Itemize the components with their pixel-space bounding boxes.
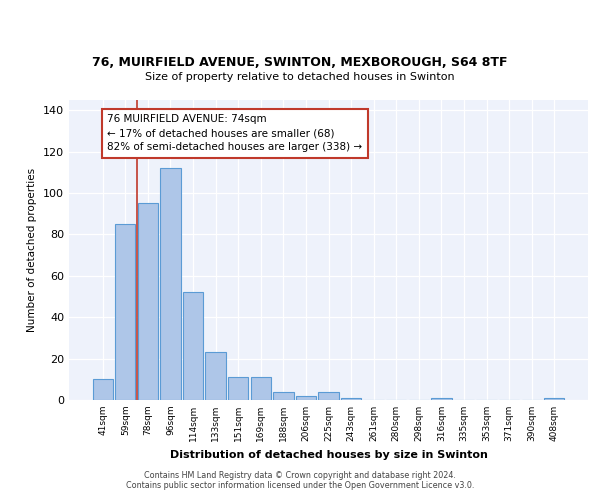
Bar bbox=[341, 398, 361, 400]
Bar bbox=[115, 224, 136, 400]
Bar bbox=[183, 292, 203, 400]
Y-axis label: Number of detached properties: Number of detached properties bbox=[28, 168, 37, 332]
X-axis label: Distribution of detached houses by size in Swinton: Distribution of detached houses by size … bbox=[170, 450, 487, 460]
Bar bbox=[205, 352, 226, 400]
Bar bbox=[319, 392, 338, 400]
Bar bbox=[431, 398, 452, 400]
Text: Size of property relative to detached houses in Swinton: Size of property relative to detached ho… bbox=[145, 72, 455, 83]
Text: Contains HM Land Registry data © Crown copyright and database right 2024.
Contai: Contains HM Land Registry data © Crown c… bbox=[126, 470, 474, 490]
Text: 76, MUIRFIELD AVENUE, SWINTON, MEXBOROUGH, S64 8TF: 76, MUIRFIELD AVENUE, SWINTON, MEXBOROUG… bbox=[92, 56, 508, 69]
Bar bbox=[296, 396, 316, 400]
Bar bbox=[544, 398, 565, 400]
Bar bbox=[251, 377, 271, 400]
Text: 76 MUIRFIELD AVENUE: 74sqm
← 17% of detached houses are smaller (68)
82% of semi: 76 MUIRFIELD AVENUE: 74sqm ← 17% of deta… bbox=[107, 114, 362, 152]
Bar bbox=[228, 377, 248, 400]
Bar bbox=[92, 380, 113, 400]
Bar bbox=[138, 204, 158, 400]
Bar bbox=[273, 392, 293, 400]
Bar bbox=[160, 168, 181, 400]
